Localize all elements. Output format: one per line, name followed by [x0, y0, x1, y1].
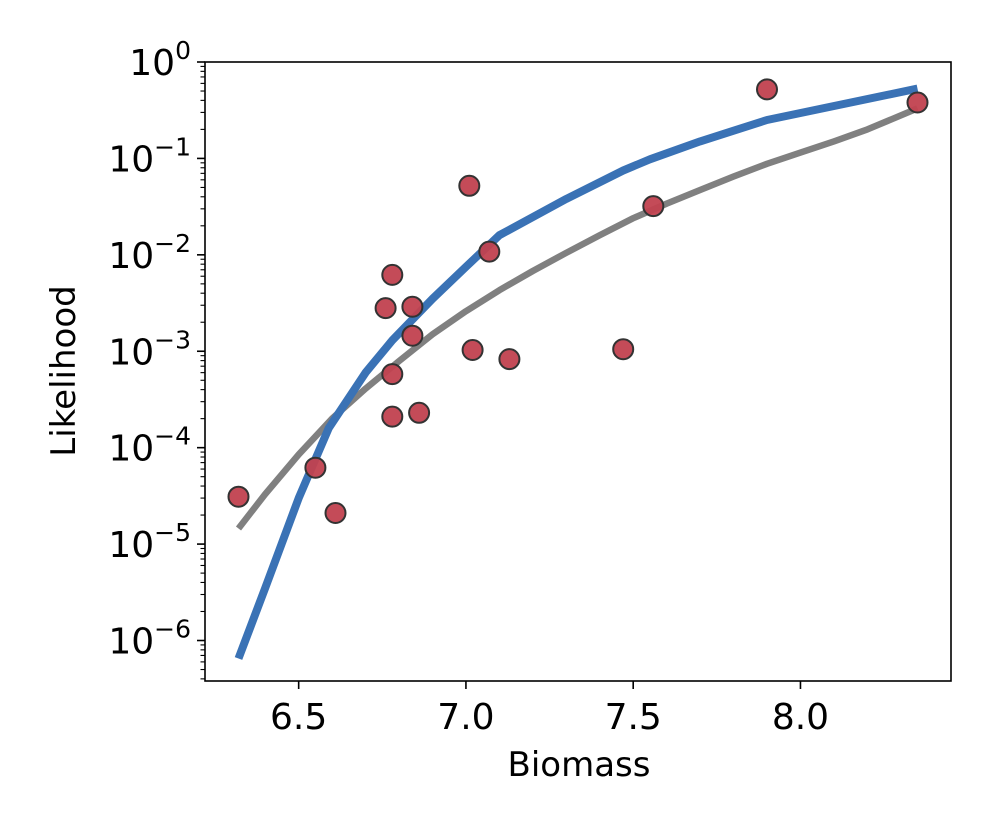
y-tick-label: 10−5 — [108, 518, 191, 566]
scatter-point-5 — [381, 263, 404, 286]
scatter-point-13 — [478, 240, 501, 263]
fit-lines — [234, 84, 919, 660]
y-tick-label: 10−6 — [108, 615, 191, 663]
x-tick-label: 8.0 — [772, 697, 829, 738]
axes: 6.5 7.0 7.5 8.0 100 10−1 10−2 10−3 10−4 10−5 10−6 — [108, 36, 952, 738]
y-tick-label: 10−2 — [108, 229, 191, 277]
scatter-point-1 — [227, 485, 250, 508]
x-tick-label: 7.5 — [605, 697, 662, 738]
scatter-point-17 — [756, 78, 778, 101]
x-axis-label: Biomass — [508, 745, 651, 785]
scatter-points — [227, 78, 929, 524]
scatter-point-8 — [401, 295, 424, 318]
line-fit-blue — [234, 84, 919, 660]
y-tick-label: 100 — [129, 36, 191, 84]
scatter-point-12 — [461, 339, 484, 361]
scatter-point-9 — [401, 324, 424, 347]
scatter-point-11 — [458, 174, 481, 197]
x-tick-label: 6.5 — [270, 697, 327, 738]
line-fit-gray — [235, 105, 919, 531]
scatter-point-18 — [906, 91, 929, 114]
scatter-point-7 — [381, 405, 404, 428]
plot-frame — [204, 61, 952, 682]
x-tick-label: 7.0 — [437, 697, 494, 738]
scatter-point-6 — [381, 363, 404, 386]
scatter-point-4 — [374, 297, 397, 320]
scatter-point-15 — [612, 338, 635, 361]
scatter-point-10 — [408, 401, 431, 424]
scatter-point-2 — [304, 456, 327, 479]
scatter-point-16 — [642, 195, 665, 218]
y-tick-label: 10−4 — [108, 422, 191, 470]
scatter-point-3 — [324, 502, 347, 524]
y-axis-label: Likelihood — [44, 285, 84, 456]
scatter-point-14 — [498, 348, 521, 371]
y-tick-label: 10−3 — [108, 325, 191, 373]
y-tick-label: 10−1 — [108, 132, 191, 180]
